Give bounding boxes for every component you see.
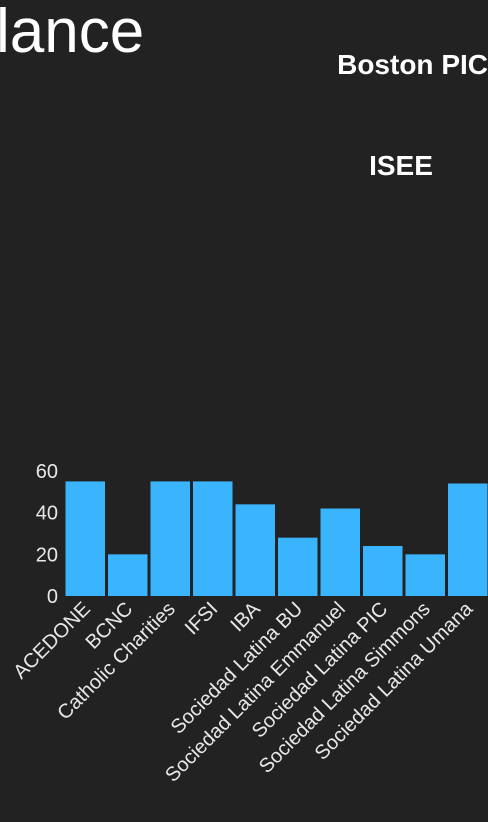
y-tick-label: 60 xyxy=(36,461,58,483)
bar xyxy=(235,504,275,596)
y-tick-label: 40 xyxy=(36,503,58,525)
bar xyxy=(150,481,190,596)
bar xyxy=(405,554,445,596)
bar xyxy=(65,481,105,596)
section-title: ISEE xyxy=(369,150,433,181)
y-tick-label: 20 xyxy=(36,544,58,566)
y-tick-label: 0 xyxy=(47,586,58,608)
bar xyxy=(193,481,233,596)
program-name: Boston PIC xyxy=(337,49,488,80)
bar xyxy=(320,508,360,596)
page-title: lance xyxy=(0,0,144,66)
bar xyxy=(108,554,148,596)
bar xyxy=(278,537,318,596)
bar xyxy=(363,546,403,596)
bar xyxy=(448,483,488,596)
